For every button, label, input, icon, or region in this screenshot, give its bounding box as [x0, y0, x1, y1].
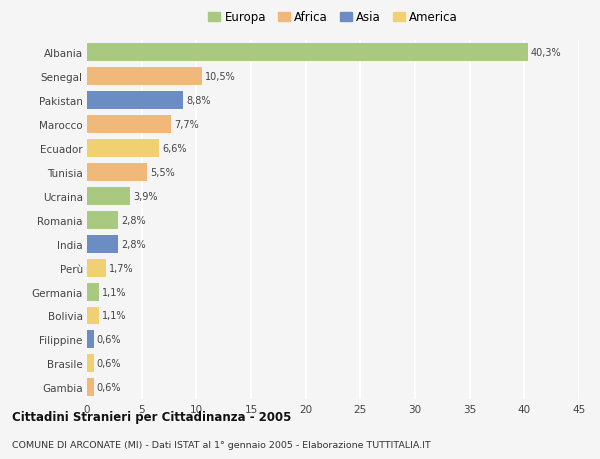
Text: 2,8%: 2,8% [121, 215, 146, 225]
Text: 7,7%: 7,7% [175, 120, 199, 130]
Bar [87, 164, 147, 181]
Text: 10,5%: 10,5% [205, 72, 236, 82]
Bar [87, 259, 106, 277]
Bar [87, 354, 94, 373]
Legend: Europa, Africa, Asia, America: Europa, Africa, Asia, America [208, 11, 458, 24]
Text: Cittadini Stranieri per Cittadinanza - 2005: Cittadini Stranieri per Cittadinanza - 2… [12, 410, 292, 423]
Bar [87, 307, 99, 325]
Text: 40,3%: 40,3% [531, 48, 562, 58]
Bar [87, 211, 118, 229]
Text: 2,8%: 2,8% [121, 239, 146, 249]
Text: 1,1%: 1,1% [103, 287, 127, 297]
Bar [87, 330, 94, 349]
Text: 1,7%: 1,7% [109, 263, 133, 273]
Bar [87, 68, 202, 86]
Bar [87, 92, 183, 110]
Bar [87, 44, 527, 62]
Bar [87, 140, 159, 157]
Text: COMUNE DI ARCONATE (MI) - Dati ISTAT al 1° gennaio 2005 - Elaborazione TUTTITALI: COMUNE DI ARCONATE (MI) - Dati ISTAT al … [12, 441, 431, 449]
Text: 6,6%: 6,6% [163, 144, 187, 154]
Text: 5,5%: 5,5% [151, 168, 175, 178]
Bar [87, 116, 171, 134]
Text: 8,8%: 8,8% [187, 96, 211, 106]
Text: 0,6%: 0,6% [97, 335, 121, 345]
Text: 1,1%: 1,1% [103, 311, 127, 321]
Bar [87, 283, 99, 301]
Bar [87, 378, 94, 396]
Text: 3,9%: 3,9% [133, 191, 157, 202]
Text: 0,6%: 0,6% [97, 358, 121, 369]
Bar [87, 187, 130, 205]
Bar [87, 235, 118, 253]
Text: 0,6%: 0,6% [97, 382, 121, 392]
